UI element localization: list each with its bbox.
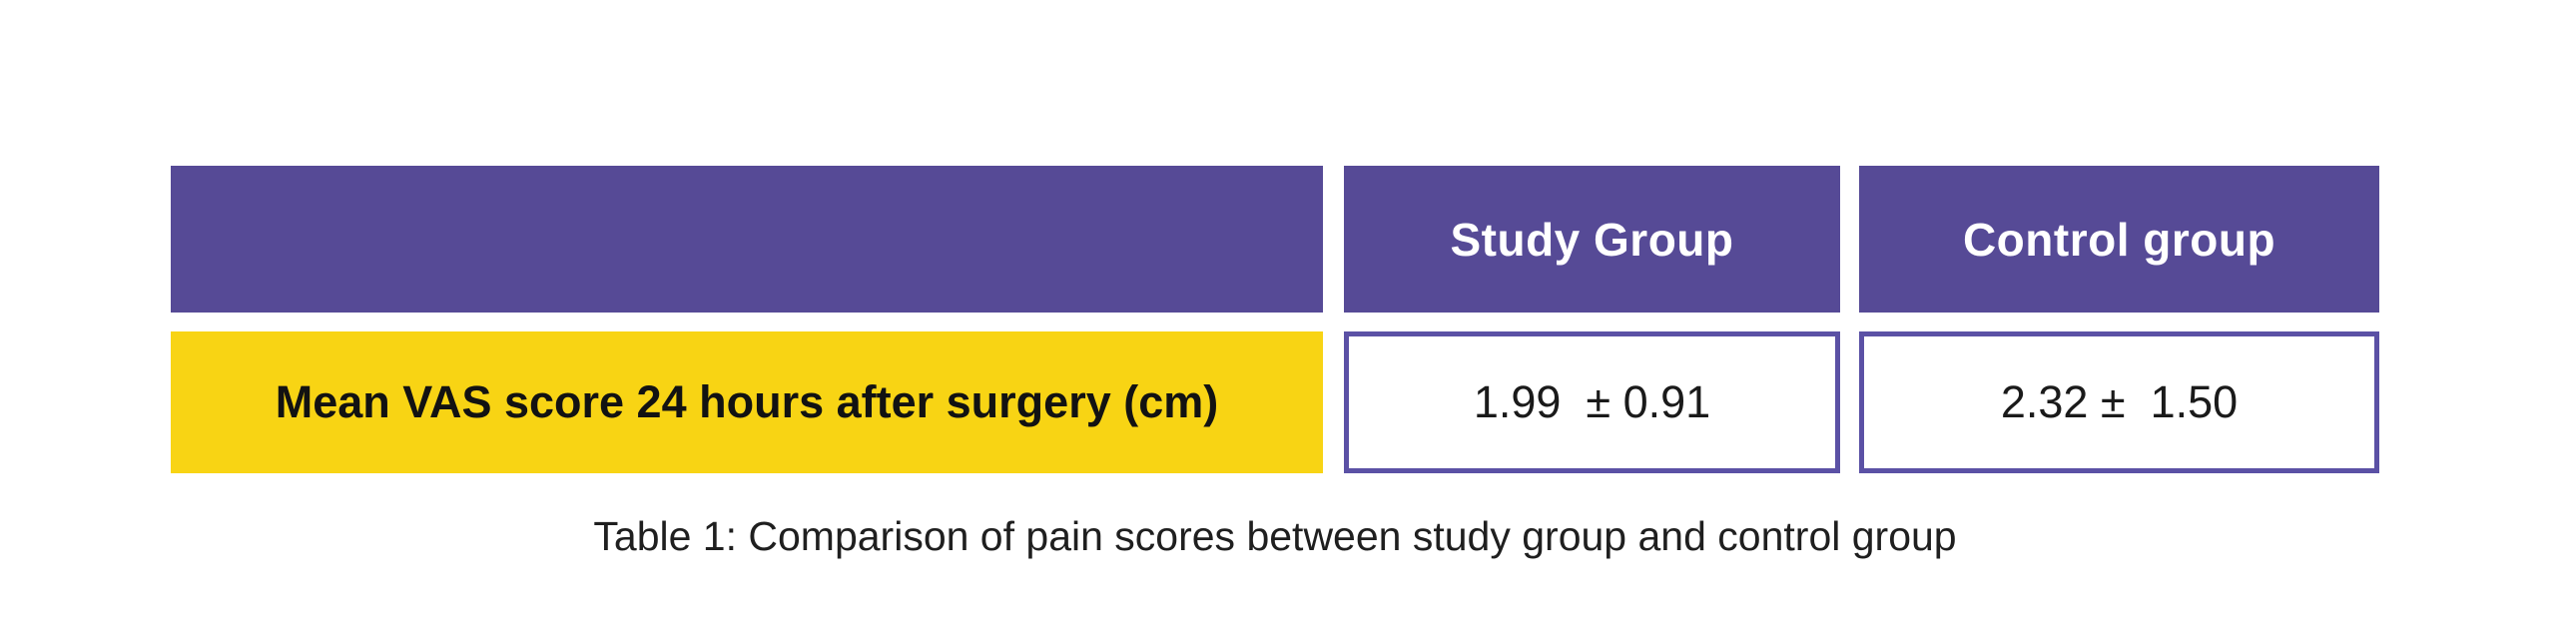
header-cell-blank [171,166,1323,313]
comparison-table: Study Group Control group Mean VAS score… [171,166,2379,473]
header-cell-study-group: Study Group [1344,166,1840,313]
value-cell-study-group: 1.99 ± 0.91 [1344,331,1840,473]
header-cell-control-group: Control group [1859,166,2379,313]
value-cell-control-group: 2.32 ± 1.50 [1859,331,2379,473]
row-label-cell: Mean VAS score 24 hours after surgery (c… [171,331,1323,473]
table-row: Mean VAS score 24 hours after surgery (c… [171,331,2379,473]
table-caption: Table 1: Comparison of pain scores betwe… [593,513,1957,559]
table-header-row: Study Group Control group [171,166,2379,313]
